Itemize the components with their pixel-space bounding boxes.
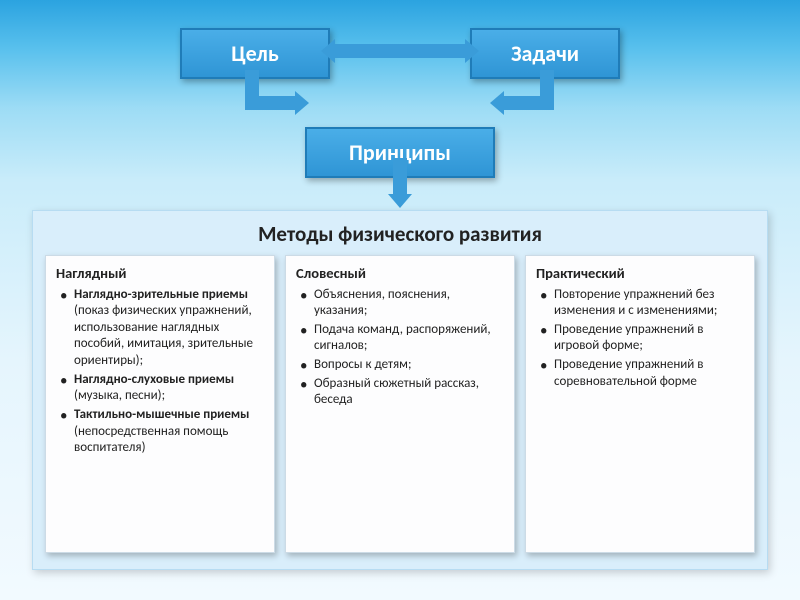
card-list: Объяснения, пояснения, указания; Подача … xyxy=(296,287,504,409)
list-item: Проведение упражнений в игровой форме; xyxy=(540,322,744,355)
arrow-goal-tasks xyxy=(335,44,465,58)
card-list: Повторение упражнений без изменения и с … xyxy=(536,287,744,391)
arrow-goal-principles xyxy=(245,70,259,110)
list-item: Наглядно-слуховые приемы (музыка, песни)… xyxy=(60,372,264,405)
method-card-visual: Наглядный Наглядно-зрительные приемы (по… xyxy=(45,255,275,553)
list-item: Наглядно-зрительные приемы (показ физиче… xyxy=(60,287,264,370)
list-item: Образный сюжетный рассказ, беседа xyxy=(300,376,504,409)
card-heading: Наглядный xyxy=(56,264,264,283)
card-heading: Словесный xyxy=(296,264,504,283)
slide-root: Цель Задачи Принципы Методы физического … xyxy=(0,0,800,600)
methods-panel: Методы физического развития Наглядный На… xyxy=(32,210,768,570)
list-item: Проведение упражнений в соревновательной… xyxy=(540,357,744,390)
list-item: Вопросы к детям; xyxy=(300,357,504,374)
list-item: Повторение упражнений без изменения и с … xyxy=(540,287,744,320)
method-card-verbal: Словесный Объяснения, пояснения, указани… xyxy=(285,255,515,553)
list-item: Тактильно-мышечные приемы (непосредствен… xyxy=(60,407,264,457)
list-item: Объяснения, пояснения, указания; xyxy=(300,287,504,320)
arrow-tasks-principles xyxy=(540,70,554,110)
card-heading: Практический xyxy=(536,264,744,283)
arrow-principles-methods xyxy=(393,158,407,194)
list-item: Подача команд, распоряжений, сигналов; xyxy=(300,322,504,355)
methods-columns: Наглядный Наглядно-зрительные приемы (по… xyxy=(45,255,755,553)
card-list: Наглядно-зрительные приемы (показ физиче… xyxy=(56,287,264,457)
methods-title: Методы физического развития xyxy=(45,221,755,247)
method-card-practical: Практический Повторение упражнений без и… xyxy=(525,255,755,553)
